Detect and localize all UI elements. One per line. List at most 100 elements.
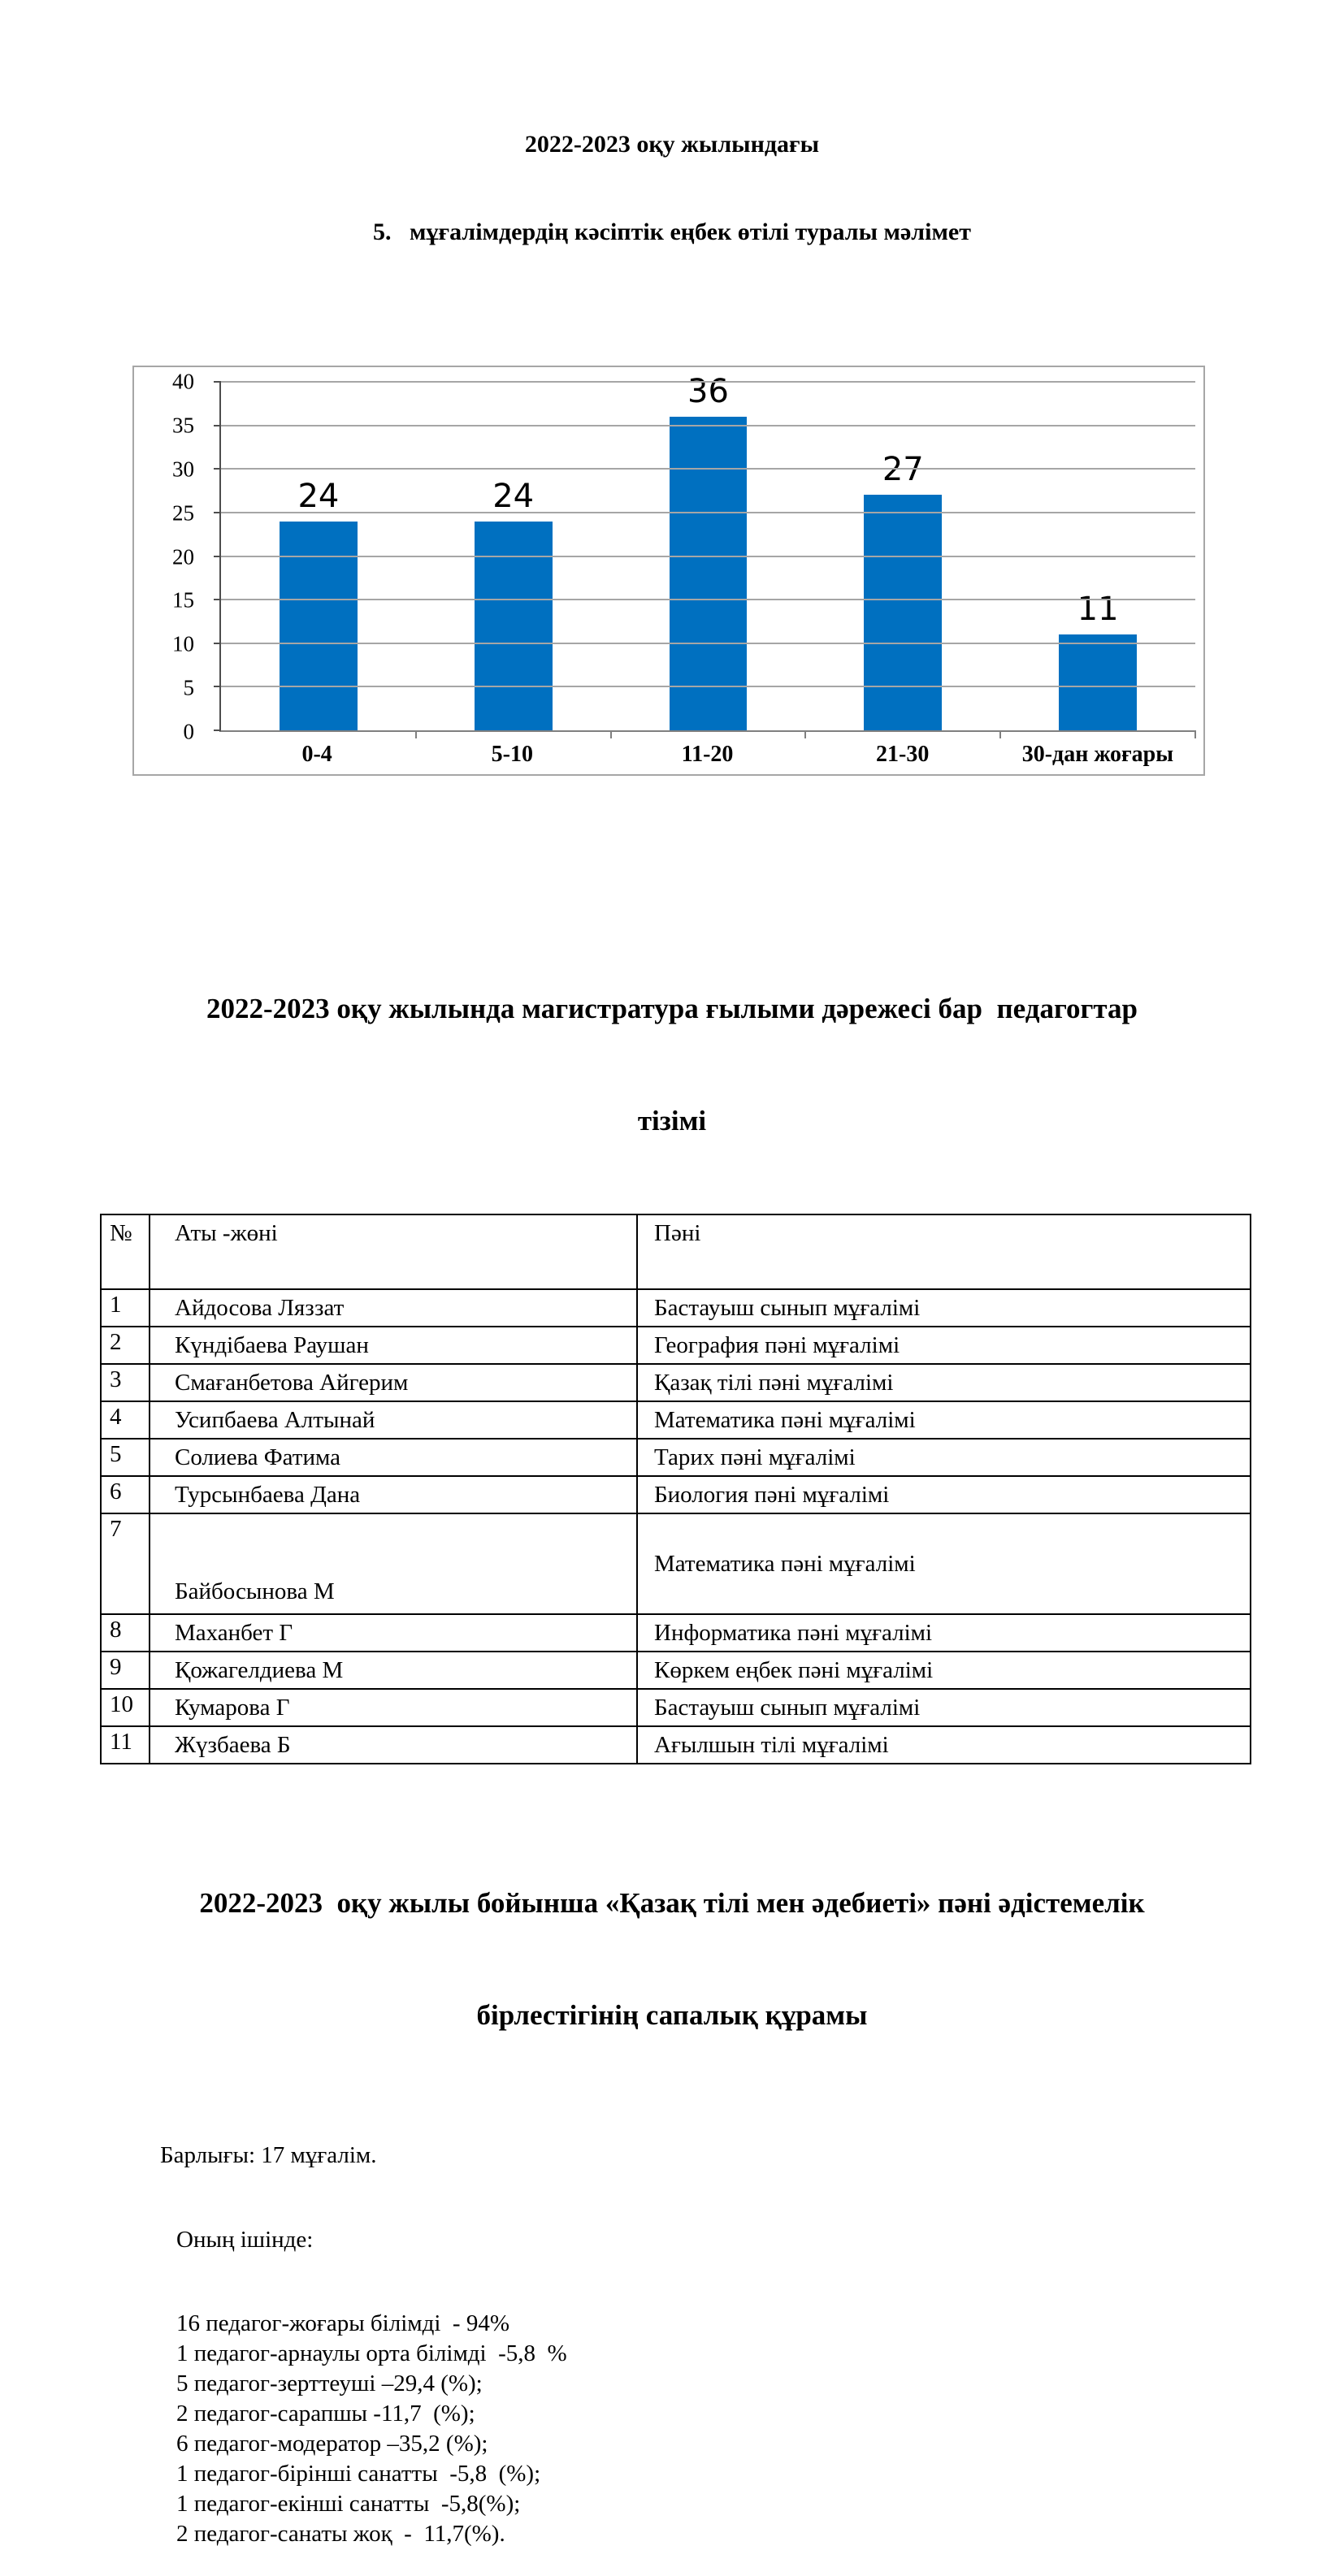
y-axis-tick-label: 0 — [183, 719, 195, 744]
cell-num: 8 — [100, 1613, 150, 1652]
cell-name: Күндібаева Раушан — [149, 1326, 638, 1365]
table-row: 11 Жүзбаева Б Ағылшын тілі мұғалімі — [100, 1725, 1251, 1764]
cell-subject: Биология пәні мұғалімі — [636, 1475, 1251, 1514]
bar-value-label: 27 — [882, 451, 924, 489]
document-title: 2022-2023 оқу жылындағы 5. мұғалімдердің… — [0, 0, 1344, 276]
y-axis-tick-label: 35 — [172, 413, 194, 438]
y-axis-tick-labels: 0 5 10 15 20 25 30 35 40 — [134, 370, 209, 742]
gridline — [221, 686, 1195, 688]
y-axis-tickmark — [214, 642, 221, 644]
summary-total-line: Барлығы: 17 мұғалім. — [160, 2142, 377, 2168]
teachers-table: № Аты -жөні Пәні 1 Айдосова Ляззат Бастауы… — [100, 1214, 1251, 1764]
cell-subject: Бастауыш сынып мұғалімі — [636, 1288, 1251, 1327]
gridline — [221, 468, 1195, 470]
y-axis-tickmark — [214, 555, 221, 557]
summary-section-title-line1: 2022-2023 оқу жылы бойынша «Қазақ тілі м… — [199, 1887, 1145, 1919]
gridline — [221, 511, 1195, 513]
summary-item: 1 педагог-екінші санатты -5,8(%); — [176, 2491, 521, 2517]
x-axis-category-label: 21-30 — [876, 742, 930, 767]
cell-num: 6 — [100, 1475, 150, 1514]
document-title-line2: 5. мұғалімдердің кәсіптік еңбек өтілі ту… — [373, 219, 971, 245]
cell-num: 1 — [100, 1288, 150, 1327]
cell-name: Қожагелдиева М — [149, 1651, 638, 1690]
cell-name: Маханбет Г — [149, 1613, 638, 1652]
cell-num: 5 — [100, 1438, 150, 1477]
experience-bar-chart: 0 5 10 15 20 25 30 35 40 24 24 36 27 11 0-4 5-10 11-20… — [132, 366, 1205, 776]
summary-item: 1 педагог-бірінші санатты -5,8 (%); — [176, 2461, 541, 2487]
cell-subject: Қазақ тілі пәні мұғалімі — [636, 1363, 1251, 1402]
summary-item: 2 педагог-сарапшы -11,7 (%); — [176, 2401, 475, 2427]
summary-items: 16 педагог-жоғары білімді - 94% 1 педагог… — [160, 2309, 1344, 2549]
bar-11-20 — [669, 416, 748, 730]
bar-value-label: 24 — [297, 477, 340, 515]
gridline — [221, 381, 1195, 383]
summary-section-title: 2022-2023 оқу жылы бойынша «Қазақ тілі м… — [0, 1810, 1344, 2072]
table-row: 3 Смағанбетова Айгерим Қазақ тілі пәні мұғ… — [100, 1363, 1251, 1402]
bar-5-10 — [474, 521, 553, 730]
y-axis-tick-label: 30 — [172, 457, 194, 482]
bar-30-дан жоғары — [1059, 634, 1138, 730]
cell-num: 3 — [100, 1363, 150, 1402]
table-row: 9 Қожагелдиева М Көркем еңбек пәні мұғалім… — [100, 1651, 1251, 1690]
cell-subject: Математика пәні мұғалімі — [636, 1401, 1251, 1440]
y-axis-tickmark — [214, 424, 221, 426]
cell-subject: Ағылшын тілі мұғалімі — [636, 1725, 1251, 1764]
table-row: 5 Солиева Фатима Тарих пәні мұғалімі — [100, 1438, 1251, 1477]
table-section-title: 2022-2023 оқу жылында магистратура ғылым… — [0, 916, 1344, 1177]
bar-0-4 — [279, 521, 358, 730]
summary-item: 2 педагог-санаты жоқ - 11,7(%). — [176, 2521, 505, 2547]
x-axis-category-label: 0-4 — [301, 742, 332, 767]
table-header-row: № Аты -жөні Пәні — [100, 1214, 1251, 1290]
document-title-line1: 2022-2023 оқу жылындағы — [524, 131, 820, 158]
summary-item: 16 педагог-жоғары білімді - 94% — [176, 2310, 509, 2336]
gridline — [221, 555, 1195, 557]
y-axis-tickmark — [214, 381, 221, 383]
gridline — [221, 424, 1195, 426]
cell-subject: Бастауыш сынып мұғалімі — [636, 1688, 1251, 1727]
table-row: 8 Маханбет Г Информатика пәні мұғалімі — [100, 1613, 1251, 1652]
cell-subject: Тарих пәні мұғалімі — [636, 1438, 1251, 1477]
bar-value-label: 11 — [1077, 591, 1119, 629]
x-axis-category-labels: 0-4 5-10 11-20 21-30 30-дан жоғары — [219, 742, 1195, 768]
table-row: 4 Усипбаева Алтынай Математика пәні мұғалі… — [100, 1401, 1251, 1440]
cell-num: 9 — [100, 1651, 150, 1690]
x-axis-category-label: 30-дан жоғары — [1021, 742, 1174, 767]
cell-name: Смағанбетова Айгерим — [149, 1363, 638, 1402]
gridline — [221, 642, 1195, 644]
cell-name: Байбосынова М — [149, 1513, 638, 1615]
y-axis-tick-label: 5 — [183, 675, 195, 700]
table-row: 10 Кумарова Г Бастауыш сынып мұғалімі — [100, 1688, 1251, 1727]
bar-slot: 11 — [1000, 382, 1196, 738]
column-header-number: № — [100, 1214, 150, 1290]
y-axis-tickmark — [214, 511, 221, 513]
x-axis-category-label: 5-10 — [491, 742, 533, 767]
y-axis-tick-label: 40 — [172, 369, 194, 394]
cell-num: 7 — [100, 1513, 150, 1615]
table-row: 2 Күндібаева Раушан География пәні мұғалім… — [100, 1326, 1251, 1365]
cell-name: Турсынбаева Дана — [149, 1475, 638, 1514]
cell-subject: Көркем еңбек пәні мұғалімі — [636, 1651, 1251, 1690]
table-row: 1 Айдосова Ляззат Бастауыш сынып мұғалімі — [100, 1288, 1251, 1327]
cell-name: Жүзбаева Б — [149, 1725, 638, 1764]
y-axis-tick-label: 15 — [172, 587, 194, 613]
bar-slot: 27 — [805, 382, 1001, 738]
bar-value-label: 24 — [492, 477, 535, 515]
summary-item: 1 педагог-арнаулы орта білімді -5,8 % — [176, 2340, 567, 2366]
y-axis-tick-label: 20 — [172, 544, 194, 569]
summary-section-title-line2: бірлестігінің сапалық құрамы — [476, 1999, 868, 2031]
y-axis-tickmark — [214, 686, 221, 688]
y-axis-tickmark — [214, 599, 221, 601]
summary-subtitle: Оның ішінде: — [176, 2227, 314, 2253]
cell-num: 11 — [100, 1725, 150, 1764]
summary-block: Барлығы: 17 мұғалім. Оның ішінде: 16 пед… — [160, 2086, 1344, 2576]
x-axis-category-label: 11-20 — [681, 742, 734, 767]
cell-name: Усипбаева Алтынай — [149, 1401, 638, 1440]
bar-21-30 — [864, 495, 943, 730]
table-section-title-line1: 2022-2023 оқу жылында магистратура ғылым… — [206, 993, 1138, 1024]
summary-item: 5 педагог-зерттеуші –29,4 (%); — [176, 2370, 483, 2396]
cell-subject: Информатика пәні мұғалімі — [636, 1613, 1251, 1652]
table-row: 6 Турсынбаева Дана Биология пәні мұғалімі — [100, 1475, 1251, 1514]
column-header-name: Аты -жөні — [149, 1214, 638, 1290]
bar-value-label: 36 — [687, 372, 729, 410]
